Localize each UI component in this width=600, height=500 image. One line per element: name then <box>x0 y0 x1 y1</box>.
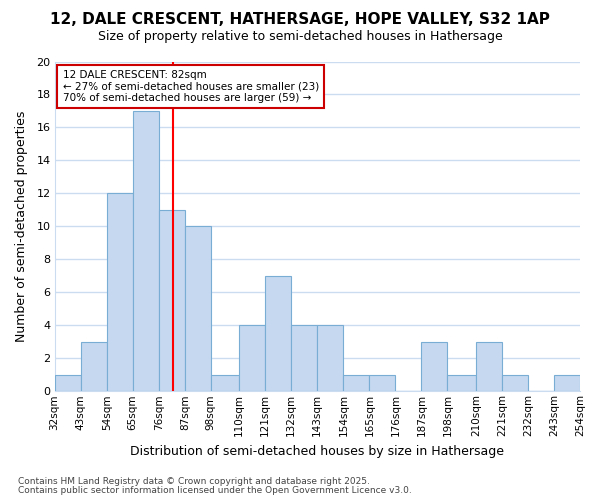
Bar <box>211 375 239 392</box>
Text: Contains public sector information licensed under the Open Government Licence v3: Contains public sector information licen… <box>18 486 412 495</box>
Bar <box>133 111 159 392</box>
Bar <box>421 342 448 392</box>
Bar <box>239 326 265 392</box>
Bar <box>80 342 107 392</box>
Bar <box>343 375 370 392</box>
Text: Contains HM Land Registry data © Crown copyright and database right 2025.: Contains HM Land Registry data © Crown c… <box>18 477 370 486</box>
Bar <box>291 326 317 392</box>
Bar <box>370 375 395 392</box>
Bar <box>185 226 211 392</box>
Y-axis label: Number of semi-detached properties: Number of semi-detached properties <box>15 110 28 342</box>
Text: Size of property relative to semi-detached houses in Hathersage: Size of property relative to semi-detach… <box>98 30 502 43</box>
Bar <box>317 326 343 392</box>
Bar <box>448 375 476 392</box>
Bar <box>107 194 133 392</box>
Bar <box>554 375 580 392</box>
X-axis label: Distribution of semi-detached houses by size in Hathersage: Distribution of semi-detached houses by … <box>130 444 505 458</box>
Bar <box>476 342 502 392</box>
Bar <box>265 276 291 392</box>
Bar <box>159 210 185 392</box>
Text: 12, DALE CRESCENT, HATHERSAGE, HOPE VALLEY, S32 1AP: 12, DALE CRESCENT, HATHERSAGE, HOPE VALL… <box>50 12 550 28</box>
Bar <box>502 375 528 392</box>
Text: 12 DALE CRESCENT: 82sqm
← 27% of semi-detached houses are smaller (23)
70% of se: 12 DALE CRESCENT: 82sqm ← 27% of semi-de… <box>62 70 319 103</box>
Bar <box>55 375 80 392</box>
